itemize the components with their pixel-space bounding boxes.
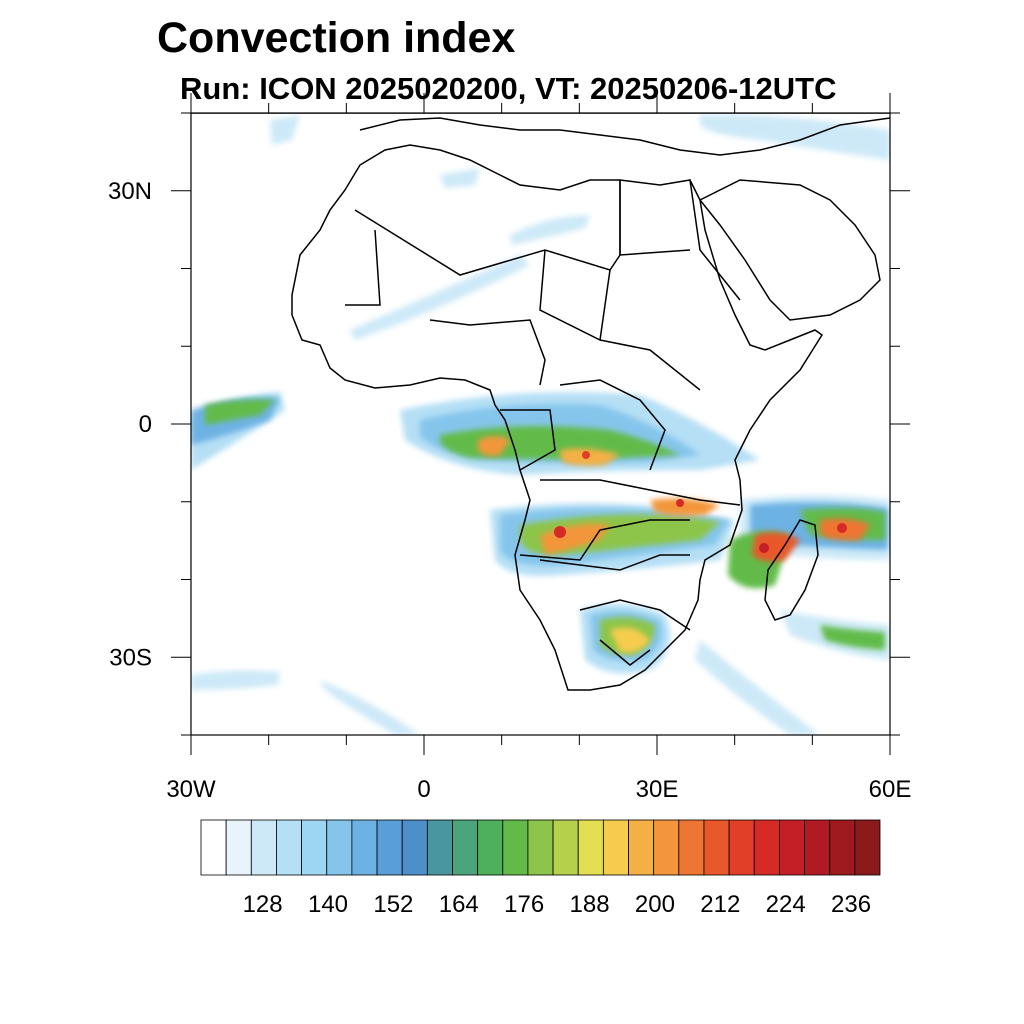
colorbar-box [376, 819, 403, 876]
colorbar-tick-label: 224 [766, 891, 806, 918]
colorbar-box [200, 819, 227, 876]
colorbar-box [276, 819, 302, 876]
colorbar-box [728, 819, 755, 876]
colorbar-box [703, 819, 730, 876]
coastlines [191, 113, 890, 691]
y-tick-label: 30S [109, 644, 152, 671]
colorbar-box [854, 819, 881, 876]
colorbar-box [678, 819, 705, 876]
colorbar-box [225, 819, 252, 876]
y-axis-labels: 30N 0 30S [108, 178, 152, 672]
colorbar-box [527, 819, 554, 876]
y-tick-label: 0 [139, 411, 152, 438]
colorbar-box [351, 819, 378, 876]
colorbar-tick-label: 152 [373, 891, 413, 918]
colorbar-tick-label: 176 [504, 891, 544, 918]
colorbar-box [552, 819, 579, 876]
colorbar-tick-label: 188 [570, 891, 610, 918]
colorbar-box [502, 819, 529, 876]
y-tick-label: 30N [108, 178, 152, 205]
x-axis-labels: 30W 0 30E 60E [166, 776, 911, 803]
colorbar-box [804, 819, 831, 876]
colorbar-box [326, 819, 353, 876]
x-tick-label: 30E [636, 776, 679, 803]
colorbar-tick-label: 200 [635, 891, 675, 918]
colorbar-box [301, 819, 328, 876]
colorbar-tick-label: 212 [700, 891, 740, 918]
colorbar-box [753, 819, 780, 876]
x-tick-label: 0 [417, 776, 430, 803]
colorbar-box [602, 819, 629, 876]
colorbar-box [477, 819, 504, 876]
colorbar-tick-label: 128 [243, 891, 283, 918]
colorbar-box [577, 819, 604, 876]
x-tick-label: 60E [869, 776, 912, 803]
axis-ticks [171, 93, 910, 755]
colorbar-box [779, 819, 805, 876]
colorbar-box [452, 819, 479, 876]
convection-field [191, 114, 890, 735]
colorbar-box [426, 819, 453, 876]
colorbar [200, 819, 881, 876]
colorbar-tick-label: 236 [831, 891, 871, 918]
colorbar-tick-label: 164 [439, 891, 479, 918]
colorbar-box [250, 819, 277, 876]
colorbar-box [628, 819, 655, 876]
chart-title: Convection index [157, 14, 516, 62]
colorbar-box [829, 819, 856, 876]
x-tick-label: 30W [166, 776, 216, 803]
chart-subtitle: Run: ICON 2025020200, VT: 20250206-12UTC [180, 71, 837, 106]
colorbar-box [653, 819, 680, 876]
colorbar-labels: 128 140 152 164 176 188 200 212 224 236 [243, 891, 872, 918]
colorbar-box [401, 819, 428, 876]
colorbar-tick-label: 140 [308, 891, 348, 918]
